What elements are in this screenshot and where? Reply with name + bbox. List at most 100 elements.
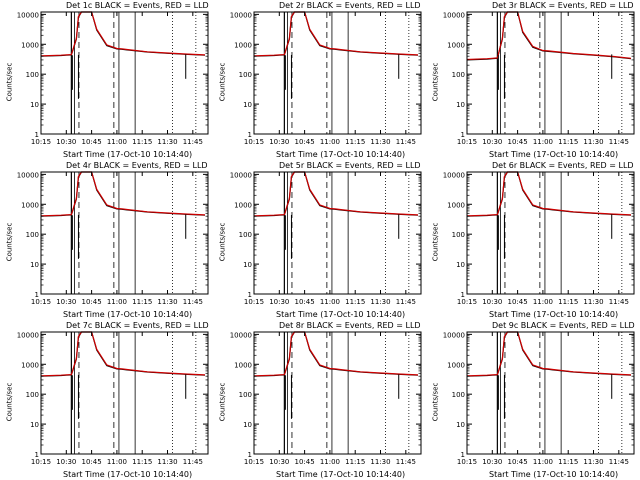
chart-svg: 1 10 100 1000 10000 10:15 10:30 10:45 11:00 11:15… xyxy=(17,171,209,306)
plot-frame xyxy=(466,171,635,295)
x-tick-label: 11:30 xyxy=(370,458,390,466)
y-tick-label: 10 xyxy=(30,261,39,269)
x-tick-label: 10:45 xyxy=(82,458,102,466)
x-tick-label: 11:15 xyxy=(558,298,578,306)
panel-title: Det 7c BLACK = Events, RED = LLD xyxy=(66,321,209,330)
y-tick-label: 1000 xyxy=(21,41,39,49)
y-tick-label: 1000 xyxy=(234,201,252,209)
x-tick-label: 10:30 xyxy=(56,298,76,306)
x-tick-label: 11:45 xyxy=(396,458,416,466)
x-tick-label: 11:30 xyxy=(583,138,603,146)
x-tick-label: 11:30 xyxy=(157,298,177,306)
y-tick-label: 1000 xyxy=(447,41,465,49)
x-tick-label: 11:45 xyxy=(183,138,203,146)
y-tick-label: 10000 xyxy=(443,331,465,339)
y-tick-label: 10000 xyxy=(17,331,39,339)
x-tick-label: 10:15 xyxy=(31,138,51,146)
panel-title: Det 4r BLACK = Events, RED = LLD xyxy=(66,161,208,170)
x-tick-label: 10:15 xyxy=(457,298,477,306)
chart-svg: 1 10 100 1000 10000 10:15 10:30 10:45 11:00 11:15… xyxy=(17,11,209,146)
y-axis-title: Counts/sec xyxy=(5,382,14,422)
x-tick-label: 10:45 xyxy=(295,138,315,146)
y-tick-label: 1 xyxy=(35,451,39,459)
x-tick-label: 10:30 xyxy=(269,298,289,306)
y-tick-label: 1000 xyxy=(447,201,465,209)
y-axis-title: Counts/sec xyxy=(5,222,14,262)
x-tick-label: 11:00 xyxy=(533,298,553,306)
y-tick-label: 1000 xyxy=(447,361,465,369)
events-series-line xyxy=(466,11,632,61)
x-tick-label: 11:45 xyxy=(609,138,629,146)
chart-svg: 1 10 100 1000 10000 10:15 10:30 10:45 11:00 11:15… xyxy=(443,171,635,306)
panel-title: Det 8r BLACK = Events, RED = LLD xyxy=(279,321,421,330)
chart-svg: 1 10 100 1000 10000 10:15 10:30 10:45 11:00 11:15… xyxy=(17,331,209,466)
y-tick-label: 10000 xyxy=(230,11,252,19)
lld-series-line xyxy=(253,171,419,217)
x-tick-label: 11:45 xyxy=(396,138,416,146)
x-axis-title: Start Time (17-Oct-10 10:14:40) xyxy=(276,310,406,319)
x-tick-label: 10:15 xyxy=(244,298,264,306)
y-tick-label: 100 xyxy=(239,231,252,239)
x-axis-title: Start Time (17-Oct-10 10:14:40) xyxy=(63,150,193,159)
x-tick-label: 11:30 xyxy=(370,298,390,306)
panel-title: Det 3r BLACK = Events, RED = LLD xyxy=(492,1,634,10)
chart-svg: 1 10 100 1000 10000 10:15 10:30 10:45 11:00 11:15… xyxy=(230,331,422,466)
y-tick-label: 1000 xyxy=(21,361,39,369)
x-tick-label: 11:30 xyxy=(157,458,177,466)
x-tick-label: 10:30 xyxy=(482,458,502,466)
x-axis-title: Start Time (17-Oct-10 10:14:40) xyxy=(489,470,619,479)
y-tick-label: 1000 xyxy=(21,201,39,209)
x-tick-label: 11:00 xyxy=(533,458,553,466)
x-tick-label: 11:15 xyxy=(132,298,152,306)
detector-panel: 1 10 100 1000 10000 10:15 10:30 10:45 11:00 11:15… xyxy=(426,160,639,320)
x-tick-label: 11:30 xyxy=(583,298,603,306)
y-axis-title: Counts/sec xyxy=(218,62,227,102)
plot-frame xyxy=(253,171,422,295)
x-tick-label: 11:30 xyxy=(157,138,177,146)
y-tick-label: 100 xyxy=(239,391,252,399)
lld-series-line xyxy=(466,11,632,61)
y-tick-label: 1 xyxy=(461,451,465,459)
y-tick-label: 1 xyxy=(248,291,252,299)
x-tick-label: 10:45 xyxy=(295,298,315,306)
x-tick-label: 10:15 xyxy=(457,458,477,466)
detector-panel: 1 10 100 1000 10000 10:15 10:30 10:45 11:00 11:15… xyxy=(0,160,213,320)
x-tick-label: 10:45 xyxy=(82,138,102,146)
x-axis-title: Start Time (17-Oct-10 10:14:40) xyxy=(489,150,619,159)
y-tick-label: 10000 xyxy=(443,11,465,19)
y-tick-label: 10 xyxy=(243,261,252,269)
x-tick-label: 11:00 xyxy=(320,138,340,146)
y-tick-label: 1000 xyxy=(234,41,252,49)
x-tick-label: 10:45 xyxy=(508,298,528,306)
panel-title: Det 1c BLACK = Events, RED = LLD xyxy=(66,1,209,10)
chart-svg: 1 10 100 1000 10000 10:15 10:30 10:45 11:00 11:15… xyxy=(230,171,422,306)
detector-panel: 1 10 100 1000 10000 10:15 10:30 10:45 11:00 11:15… xyxy=(213,0,426,160)
plot-frame xyxy=(466,11,635,135)
lld-series-line xyxy=(40,331,206,377)
x-tick-label: 11:45 xyxy=(396,298,416,306)
x-tick-label: 11:45 xyxy=(183,458,203,466)
y-axis-title: Counts/sec xyxy=(5,62,14,102)
x-tick-label: 11:30 xyxy=(370,138,390,146)
detector-panel: 1 10 100 1000 10000 10:15 10:30 10:45 11:00 11:15… xyxy=(426,320,639,480)
y-tick-label: 10000 xyxy=(17,171,39,179)
y-tick-label: 1000 xyxy=(234,361,252,369)
x-tick-label: 11:15 xyxy=(558,138,578,146)
x-tick-label: 11:15 xyxy=(345,458,365,466)
x-tick-label: 11:15 xyxy=(558,458,578,466)
lld-series-line xyxy=(466,171,632,217)
y-axis-title: Counts/sec xyxy=(218,222,227,262)
y-tick-label: 100 xyxy=(26,391,39,399)
y-tick-label: 10 xyxy=(456,421,465,429)
x-tick-label: 10:15 xyxy=(31,298,51,306)
x-tick-label: 10:15 xyxy=(457,138,477,146)
y-tick-label: 100 xyxy=(452,391,465,399)
panel-title: Det 6r BLACK = Events, RED = LLD xyxy=(492,161,634,170)
x-tick-label: 10:15 xyxy=(31,458,51,466)
x-tick-label: 11:45 xyxy=(609,298,629,306)
x-axis-title: Start Time (17-Oct-10 10:14:40) xyxy=(276,470,406,479)
x-tick-label: 11:15 xyxy=(132,138,152,146)
y-tick-label: 1 xyxy=(248,451,252,459)
x-tick-label: 11:00 xyxy=(107,298,127,306)
y-axis-title: Counts/sec xyxy=(431,222,440,262)
